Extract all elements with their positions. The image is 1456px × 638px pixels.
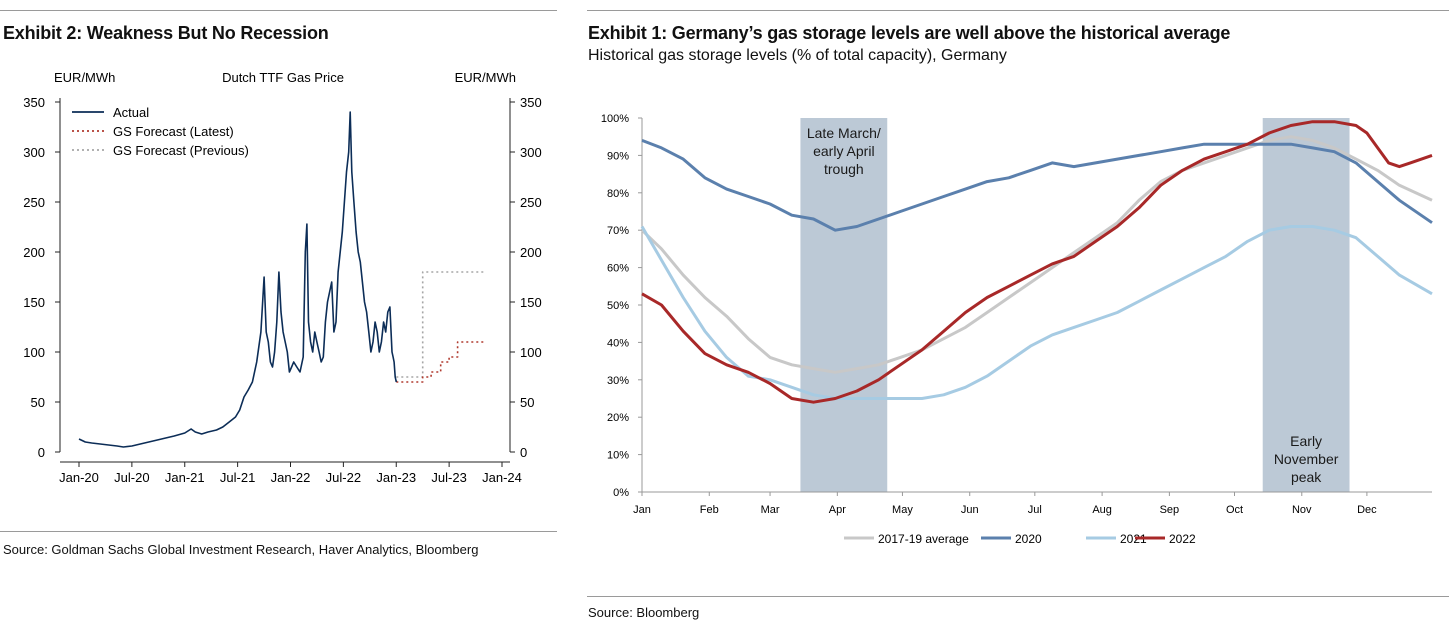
- right-exhibit-subtitle: Historical gas storage levels (% of tota…: [588, 47, 1007, 64]
- right-y-tick-label: 0: [520, 445, 527, 460]
- right-axis-unit-label: EUR/MWh: [455, 70, 516, 85]
- right-y-tick-label: 150: [520, 295, 542, 310]
- legend-label-gs-forecast-previous: GS Forecast (Previous): [113, 143, 249, 158]
- y-tick-label: 20%: [607, 412, 629, 424]
- x-tick-label: Dec: [1357, 504, 1377, 516]
- shaded-period-1: [800, 118, 888, 492]
- right-y-tick-label: 200: [520, 245, 542, 260]
- x-tick-label: Oct: [1226, 504, 1243, 516]
- y-tick-label: 70%: [607, 225, 629, 237]
- x-tick-label: Jul-21: [220, 470, 255, 485]
- x-tick-label: Jul-20: [114, 470, 149, 485]
- shaded-period-label: Early: [1290, 433, 1322, 449]
- y-tick-label: 30%: [607, 375, 629, 387]
- shaded-period-label: peak: [1291, 469, 1322, 485]
- left-y-tick-label: 200: [23, 245, 45, 260]
- legend-label-actual: Actual: [113, 105, 149, 120]
- ttf-gas-price-chart: EUR/MWh Dutch TTF Gas Price EUR/MWh 0 0 50 50 1…: [23, 70, 542, 485]
- right-exhibit-title: Exhibit 1: Germany’s gas storage levels …: [588, 23, 1231, 43]
- x-tick-label: Sep: [1160, 504, 1180, 516]
- x-tick-label: Jul: [1028, 504, 1042, 516]
- x-tick-label: May: [892, 504, 913, 516]
- right-source-note: Source: Bloomberg: [588, 605, 700, 620]
- y-tick-label: 40%: [607, 337, 629, 349]
- y-tick-label: 0%: [613, 487, 629, 499]
- shaded-period-2: [1262, 118, 1350, 492]
- right-top-rule: [587, 10, 1449, 11]
- right-bottom-rule: [587, 596, 1449, 597]
- shaded-period-label: November: [1274, 451, 1339, 467]
- gas-storage-chart: Late March/early April trough Early Novembe…: [601, 113, 1433, 546]
- legend-label-2017-19-average: 2017-19 average: [878, 532, 969, 546]
- left-y-tick-label: 50: [31, 395, 45, 410]
- left-top-rule: [0, 10, 557, 11]
- x-tick-label: Jan: [633, 504, 651, 516]
- series-line-2021: [640, 225, 1433, 400]
- left-y-tick-label: 100: [23, 345, 45, 360]
- x-tick-label: Mar: [761, 504, 780, 516]
- right-y-tick-label: 250: [520, 195, 542, 210]
- x-tick-label: Feb: [700, 504, 719, 516]
- y-tick-label: 100%: [601, 113, 629, 125]
- y-tick-label: 90%: [607, 150, 629, 162]
- left-y-tick-label: 250: [23, 195, 45, 210]
- x-tick-label: Jun: [961, 504, 979, 516]
- series-line-2020: [641, 138, 1433, 232]
- right-y-tick-label: 100: [520, 345, 542, 360]
- x-tick-label: Apr: [829, 504, 846, 516]
- left-axis-unit-label: EUR/MWh: [54, 70, 115, 85]
- x-tick-label: Nov: [1292, 504, 1312, 516]
- right-y-tick-label: 50: [520, 395, 534, 410]
- left-bottom-rule: [0, 531, 557, 532]
- x-tick-label: Jan-22: [271, 470, 311, 485]
- x-tick-label: Jan-20: [59, 470, 99, 485]
- y-tick-label: 80%: [607, 188, 629, 200]
- y-tick-label: 50%: [607, 300, 629, 312]
- legend-label-gs-forecast-latest: GS Forecast (Latest): [113, 124, 234, 139]
- x-tick-label: Jan-21: [165, 470, 205, 485]
- left-source-note: Source: Goldman Sachs Global Investment …: [3, 542, 479, 557]
- series-line-gs-forecast-latest: [396, 341, 484, 383]
- y-tick-label: 10%: [607, 450, 629, 462]
- series-line-2022: [641, 120, 1433, 404]
- series-line-2017-19-average: [640, 135, 1433, 374]
- legend-label-2020: 2020: [1015, 532, 1042, 546]
- left-exhibit-title: Exhibit 2: Weakness But No Recession: [3, 23, 329, 43]
- shaded-period-label: Late March/: [807, 125, 881, 141]
- legend-label-2021: 2021: [1120, 532, 1147, 546]
- series-line-actual: [78, 111, 398, 448]
- shaded-period-label: trough: [824, 161, 864, 177]
- shaded-period-label: early April: [813, 143, 874, 159]
- chart-title: Dutch TTF Gas Price: [222, 70, 344, 85]
- left-y-tick-label: 0: [38, 445, 45, 460]
- left-y-tick-label: 300: [23, 145, 45, 160]
- y-tick-label: 60%: [607, 263, 629, 275]
- left-y-tick-label: 150: [23, 295, 45, 310]
- x-tick-label: Jul-23: [431, 470, 466, 485]
- right-y-tick-label: 350: [520, 95, 542, 110]
- x-tick-label: Jul-22: [326, 470, 361, 485]
- x-tick-label: Jan-24: [482, 470, 522, 485]
- right-y-tick-label: 300: [520, 145, 542, 160]
- x-tick-label: Jan-23: [376, 470, 416, 485]
- x-tick-label: Aug: [1092, 504, 1112, 516]
- legend-label-2022: 2022: [1169, 532, 1196, 546]
- left-y-tick-label: 350: [23, 95, 45, 110]
